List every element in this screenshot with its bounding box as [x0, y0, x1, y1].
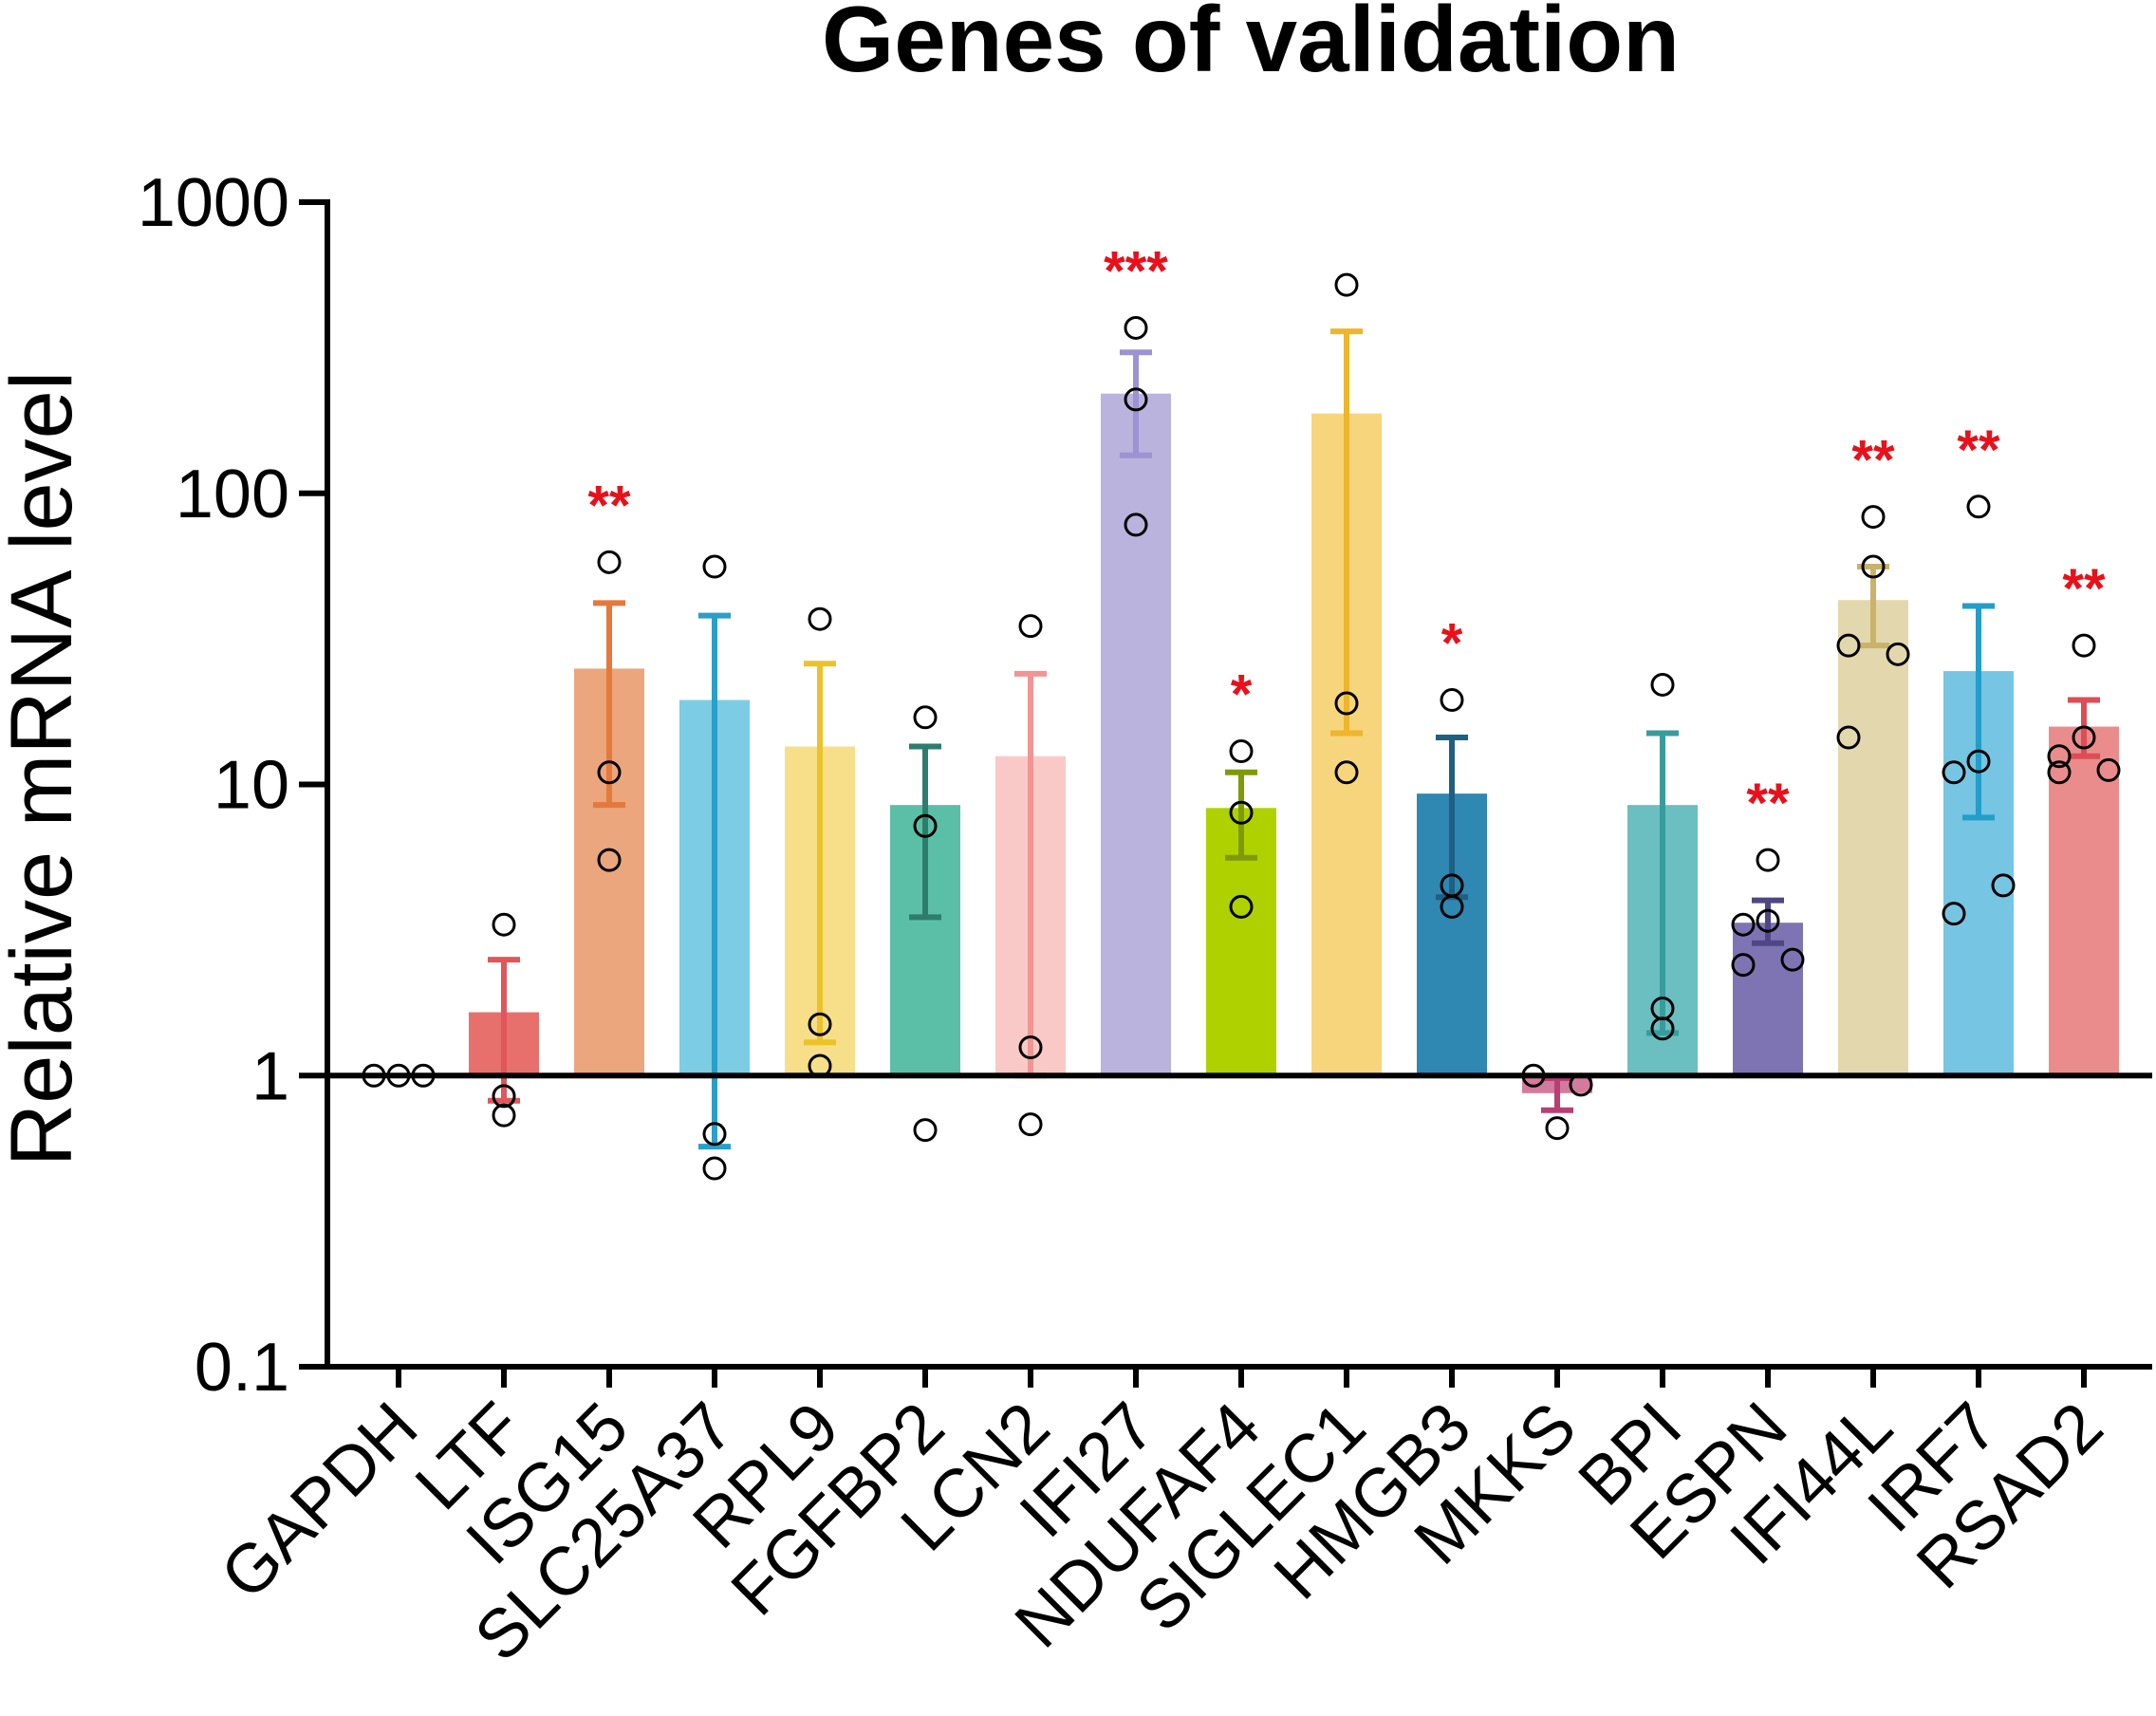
significance-label-irf7: ** — [1957, 420, 2000, 481]
data-point-lcn2 — [1018, 1035, 1043, 1060]
data-point-fgfbp2 — [913, 705, 938, 730]
data-point-ndufaf4 — [1229, 800, 1254, 825]
data-point-hmgb3 — [1440, 894, 1464, 919]
data-point-irf7 — [1942, 760, 1966, 785]
data-point-siglec1 — [1334, 272, 1359, 297]
data-point-rsad2 — [2072, 725, 2096, 750]
significance-label-rsad2: ** — [2062, 558, 2106, 620]
data-point-lcn2 — [1018, 1112, 1043, 1137]
y-tick-label: 1 — [251, 1038, 289, 1114]
data-point-hmgb3 — [1440, 688, 1464, 713]
y-axis-label: Relative mRNA level — [0, 371, 90, 1167]
significance-label-isg15: ** — [587, 475, 631, 536]
data-point-ltf — [492, 1103, 516, 1128]
data-point-espn — [1756, 848, 1780, 872]
data-point-isg15 — [597, 848, 622, 872]
data-point-rsad2 — [2047, 744, 2072, 769]
data-point-fgfbp2 — [913, 1118, 938, 1143]
data-point-ifi27 — [1124, 387, 1148, 412]
data-point-ifi44l — [1861, 505, 1886, 530]
data-point-slc25a37 — [702, 554, 727, 579]
significance-label-ifi44l: ** — [1851, 430, 1895, 492]
data-point-ndufaf4 — [1229, 739, 1254, 764]
data-point-slc25a37 — [702, 1122, 727, 1147]
data-point-rpl9 — [808, 1012, 832, 1036]
significance-label-hmgb3: * — [1441, 613, 1463, 675]
data-point-bpi — [1650, 1017, 1675, 1041]
data-point-irf7 — [1966, 494, 1991, 519]
data-point-ifi44l — [1836, 633, 1861, 658]
data-point-siglec1 — [1334, 760, 1359, 785]
y-tick-label: 100 — [176, 457, 289, 532]
data-point-fgfbp2 — [913, 813, 938, 838]
data-point-irf7 — [1991, 873, 2016, 898]
significance-label-ifi27: *** — [1104, 240, 1168, 302]
bar-ifi44l — [1838, 600, 1908, 1076]
significance-label-ndufaf4: * — [1231, 664, 1253, 726]
data-point-ifi27 — [1124, 513, 1148, 537]
bar-ifi27 — [1101, 393, 1171, 1076]
data-point-ifi44l — [1836, 725, 1861, 750]
chart-title: Genes of validation — [822, 0, 1680, 91]
bars-layer — [469, 393, 2119, 1093]
data-point-mkks — [1545, 1116, 1570, 1141]
data-point-ifi27 — [1124, 315, 1148, 340]
data-point-slc25a37 — [702, 1156, 727, 1181]
y-tick-label: 0.1 — [195, 1330, 289, 1406]
data-point-espn — [1756, 908, 1780, 933]
data-point-lcn2 — [1018, 614, 1043, 639]
data-point-ifi44l — [1886, 642, 1910, 666]
data-point-isg15 — [597, 760, 622, 785]
data-point-ltf — [492, 1084, 516, 1109]
x-tick-label-gapdh: GAPDH — [207, 1389, 433, 1614]
y-tick-label: 1000 — [138, 165, 289, 241]
data-point-ltf — [492, 912, 516, 937]
y-tick-label: 10 — [214, 748, 289, 824]
data-point-siglec1 — [1334, 691, 1359, 716]
data-point-irf7 — [1942, 902, 1966, 926]
significance-label-espn: ** — [1746, 773, 1790, 834]
data-point-espn — [1731, 953, 1756, 978]
data-point-ndufaf4 — [1229, 894, 1254, 919]
data-point-rsad2 — [2047, 760, 2072, 785]
data-point-espn — [1780, 947, 1805, 972]
axes-layer — [299, 199, 2152, 1388]
data-point-rsad2 — [2096, 757, 2121, 782]
data-point-ifi44l — [1861, 554, 1886, 579]
data-point-rsad2 — [2072, 633, 2096, 658]
data-point-espn — [1731, 912, 1756, 937]
data-point-rpl9 — [808, 606, 832, 631]
data-point-isg15 — [597, 550, 622, 574]
bar-rsad2 — [2049, 726, 2119, 1076]
data-point-irf7 — [1966, 749, 1991, 774]
data-point-bpi — [1650, 672, 1675, 697]
